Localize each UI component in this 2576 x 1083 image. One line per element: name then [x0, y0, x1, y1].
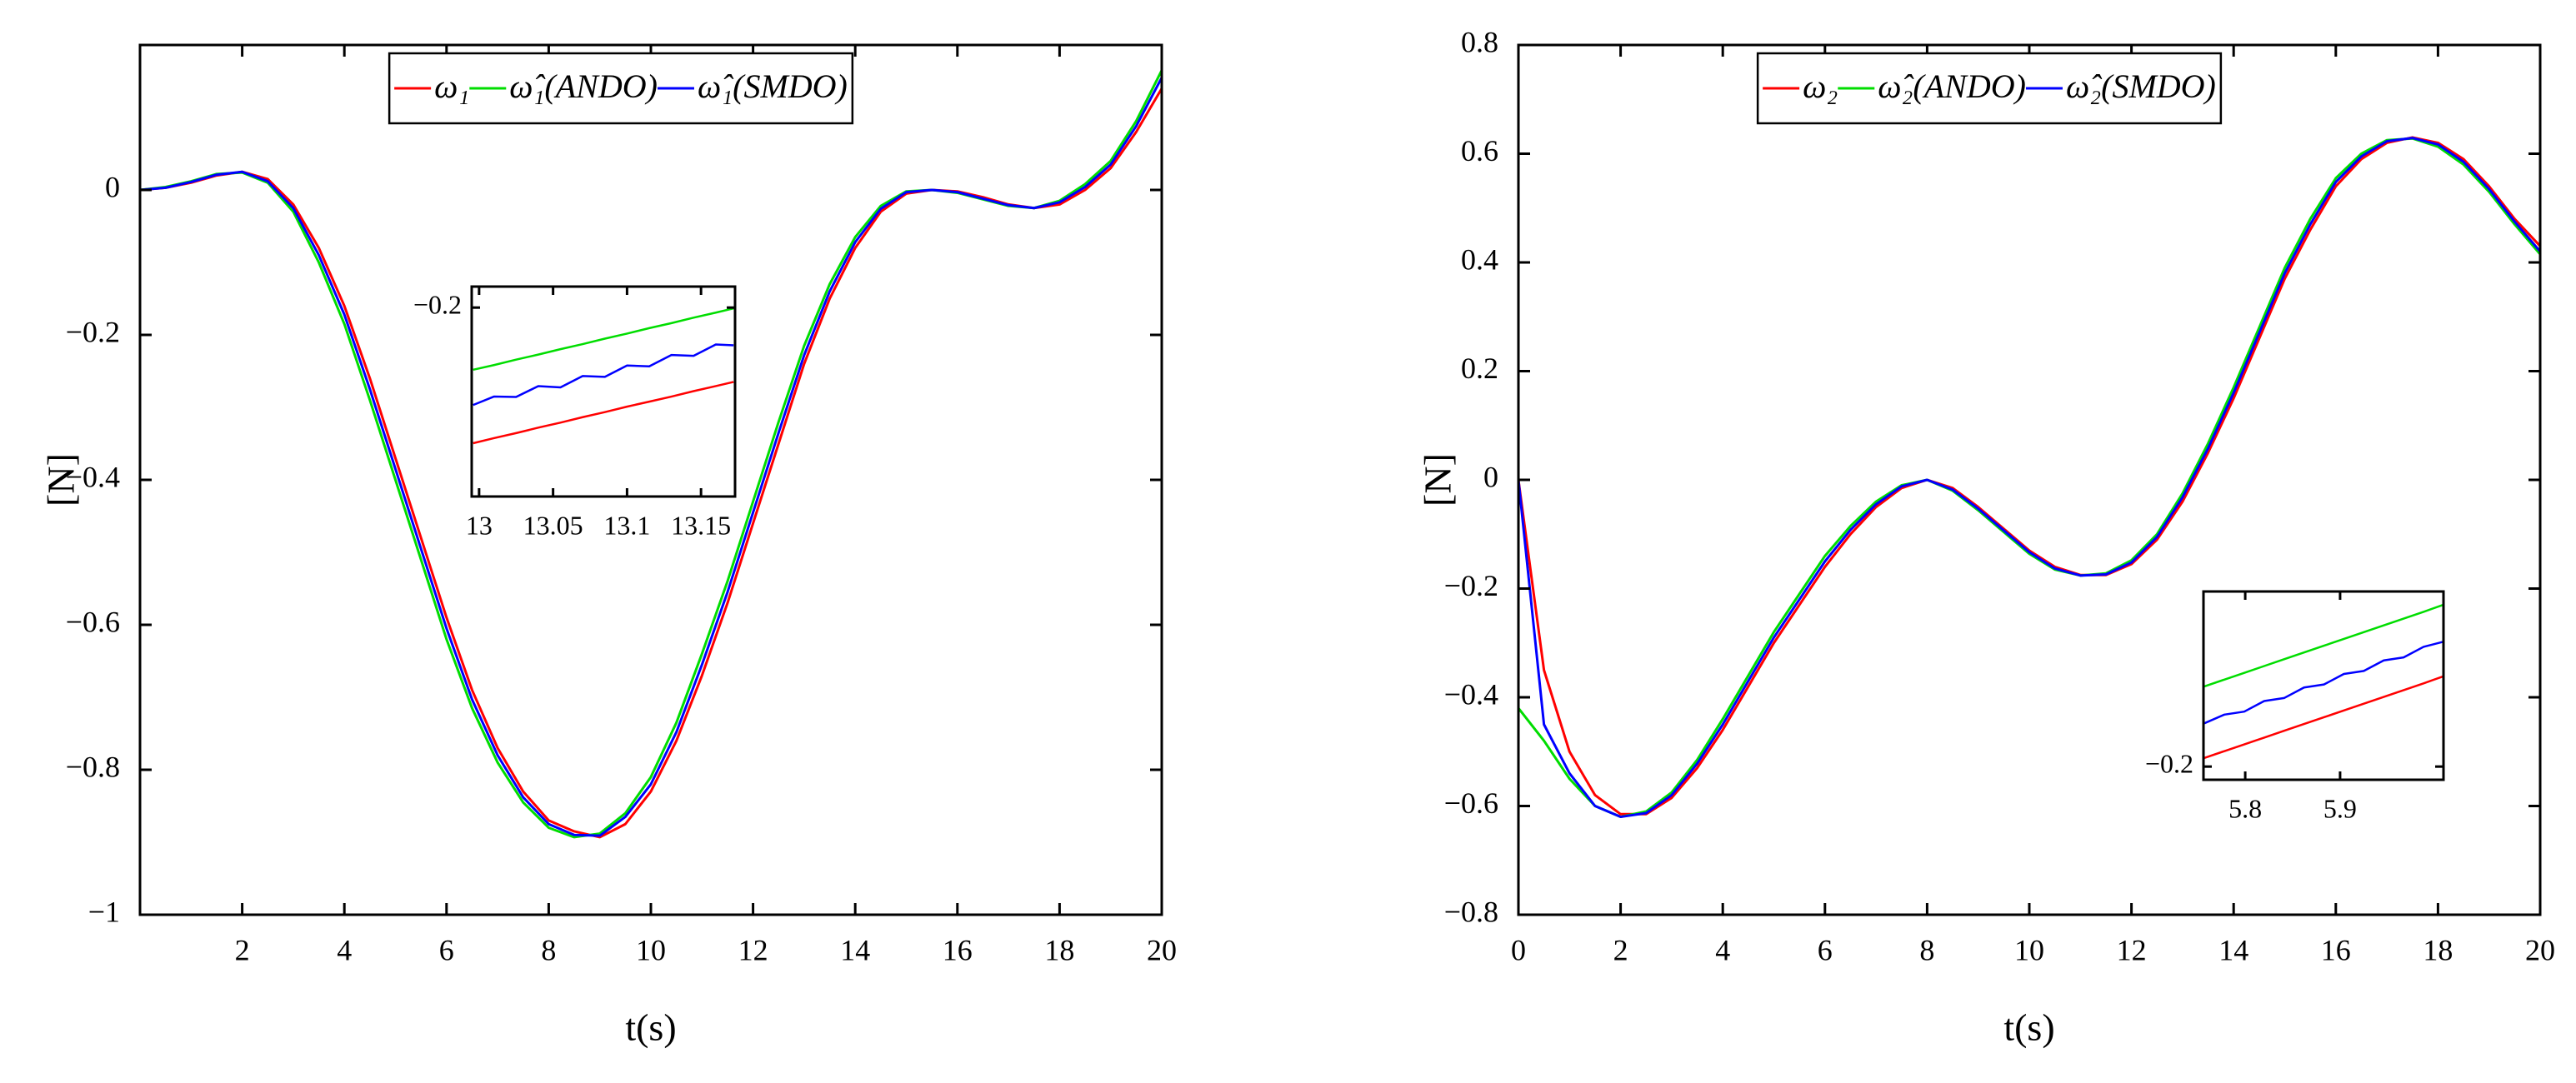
y-tick-label: −0.2 [66, 315, 120, 348]
y-tick-label: 0.4 [1461, 242, 1498, 276]
x-tick-label: 12 [2117, 933, 2147, 966]
legend: ω₂ ω̂₂(ANDO) ω̂₂(SMDO) [1756, 52, 2223, 125]
x-tick-label: 5.9 [2323, 793, 2357, 823]
axes-frame [1517, 43, 2542, 916]
x-tick-label: 16 [943, 933, 973, 966]
x-tick-label: 10 [2014, 933, 2044, 966]
y-tick-label: −0.4 [66, 460, 120, 493]
x-tick-label: 5.8 [2228, 793, 2262, 823]
inset-frame [470, 285, 737, 498]
x-tick-label: 18 [1044, 933, 1074, 966]
legend-label: ω̂₁(ANDO) [509, 67, 658, 105]
x-tick-label: 14 [2218, 933, 2248, 966]
x-tick-label: 4 [337, 933, 352, 966]
x-tick-label: 0 [1511, 933, 1526, 966]
inset-line [2203, 675, 2443, 759]
x-tick-label: 6 [1818, 933, 1833, 966]
x-axis-label: t(s) [2003, 1006, 2054, 1049]
legend-frame [1756, 52, 2223, 125]
x-tick-label: 2 [235, 933, 250, 966]
y-tick-label: 0.8 [1461, 25, 1498, 58]
legend: ω₁ ω̂₁(ANDO) ω̂₁(SMDO) [388, 52, 854, 125]
inset-line [473, 343, 734, 407]
y-axis-label: [N] [1417, 453, 1459, 507]
y-tick-label: −0.4 [1444, 677, 1498, 711]
x-tick-label: 13 [466, 510, 493, 540]
y-tick-label: 0.2 [1461, 352, 1498, 385]
x-tick-label: 6 [439, 933, 454, 966]
inset-frame [2202, 590, 2445, 781]
x-tick-label: 2 [1613, 933, 1628, 966]
legend-label: ω̂₂(ANDO) [1878, 67, 2026, 105]
inset-line [473, 307, 734, 372]
inset-background [2203, 591, 2443, 780]
inset-line [473, 381, 734, 445]
legend-frame [388, 52, 854, 125]
y-tick-label: −1 [88, 895, 120, 928]
x-tick-label: 13.15 [671, 510, 731, 540]
x-tick-label: 10 [636, 933, 666, 966]
legend-label: ω̂₁(SMDO) [698, 67, 848, 105]
y-tick-label: −0.2 [1444, 569, 1498, 602]
y-tick-label: −0.6 [66, 605, 120, 638]
data-line [1517, 137, 2542, 819]
y-tick-label: −0.2 [413, 290, 462, 320]
x-tick-label: 4 [1715, 933, 1730, 966]
y-tick-label: −0.2 [2145, 749, 2193, 779]
x-tick-label: 14 [840, 933, 870, 966]
data-line [1517, 137, 2542, 819]
x-tick-label: 16 [2321, 933, 2351, 966]
x-tick-label: 12 [738, 933, 768, 966]
y-tick-label: −0.6 [1444, 786, 1498, 820]
inset-line [2203, 641, 2443, 725]
legend-label: ω̂₂(SMDO) [2066, 67, 2216, 105]
y-tick-label: −0.8 [66, 750, 120, 783]
x-tick-label: 8 [1919, 933, 1934, 966]
y-axis-label: [N] [40, 453, 83, 507]
x-tick-label: 20 [2525, 933, 2555, 966]
y-tick-label: 0 [105, 170, 120, 203]
x-tick-label: 8 [541, 933, 556, 966]
y-tick-label: 0.6 [1461, 134, 1498, 167]
legend-label: ω₂ [1803, 67, 1838, 105]
x-axis-label: t(s) [625, 1006, 676, 1049]
y-tick-label: 0 [1483, 460, 1498, 493]
data-line [139, 77, 1163, 837]
legend-label: ω₁ [434, 67, 469, 105]
x-tick-label: 18 [2423, 933, 2453, 966]
x-tick-label: 13.1 [603, 510, 650, 540]
inset-line [2203, 604, 2443, 688]
x-tick-label: 20 [1147, 933, 1177, 966]
y-tick-label: −0.8 [1444, 895, 1498, 928]
x-tick-label: 13.05 [523, 510, 583, 540]
